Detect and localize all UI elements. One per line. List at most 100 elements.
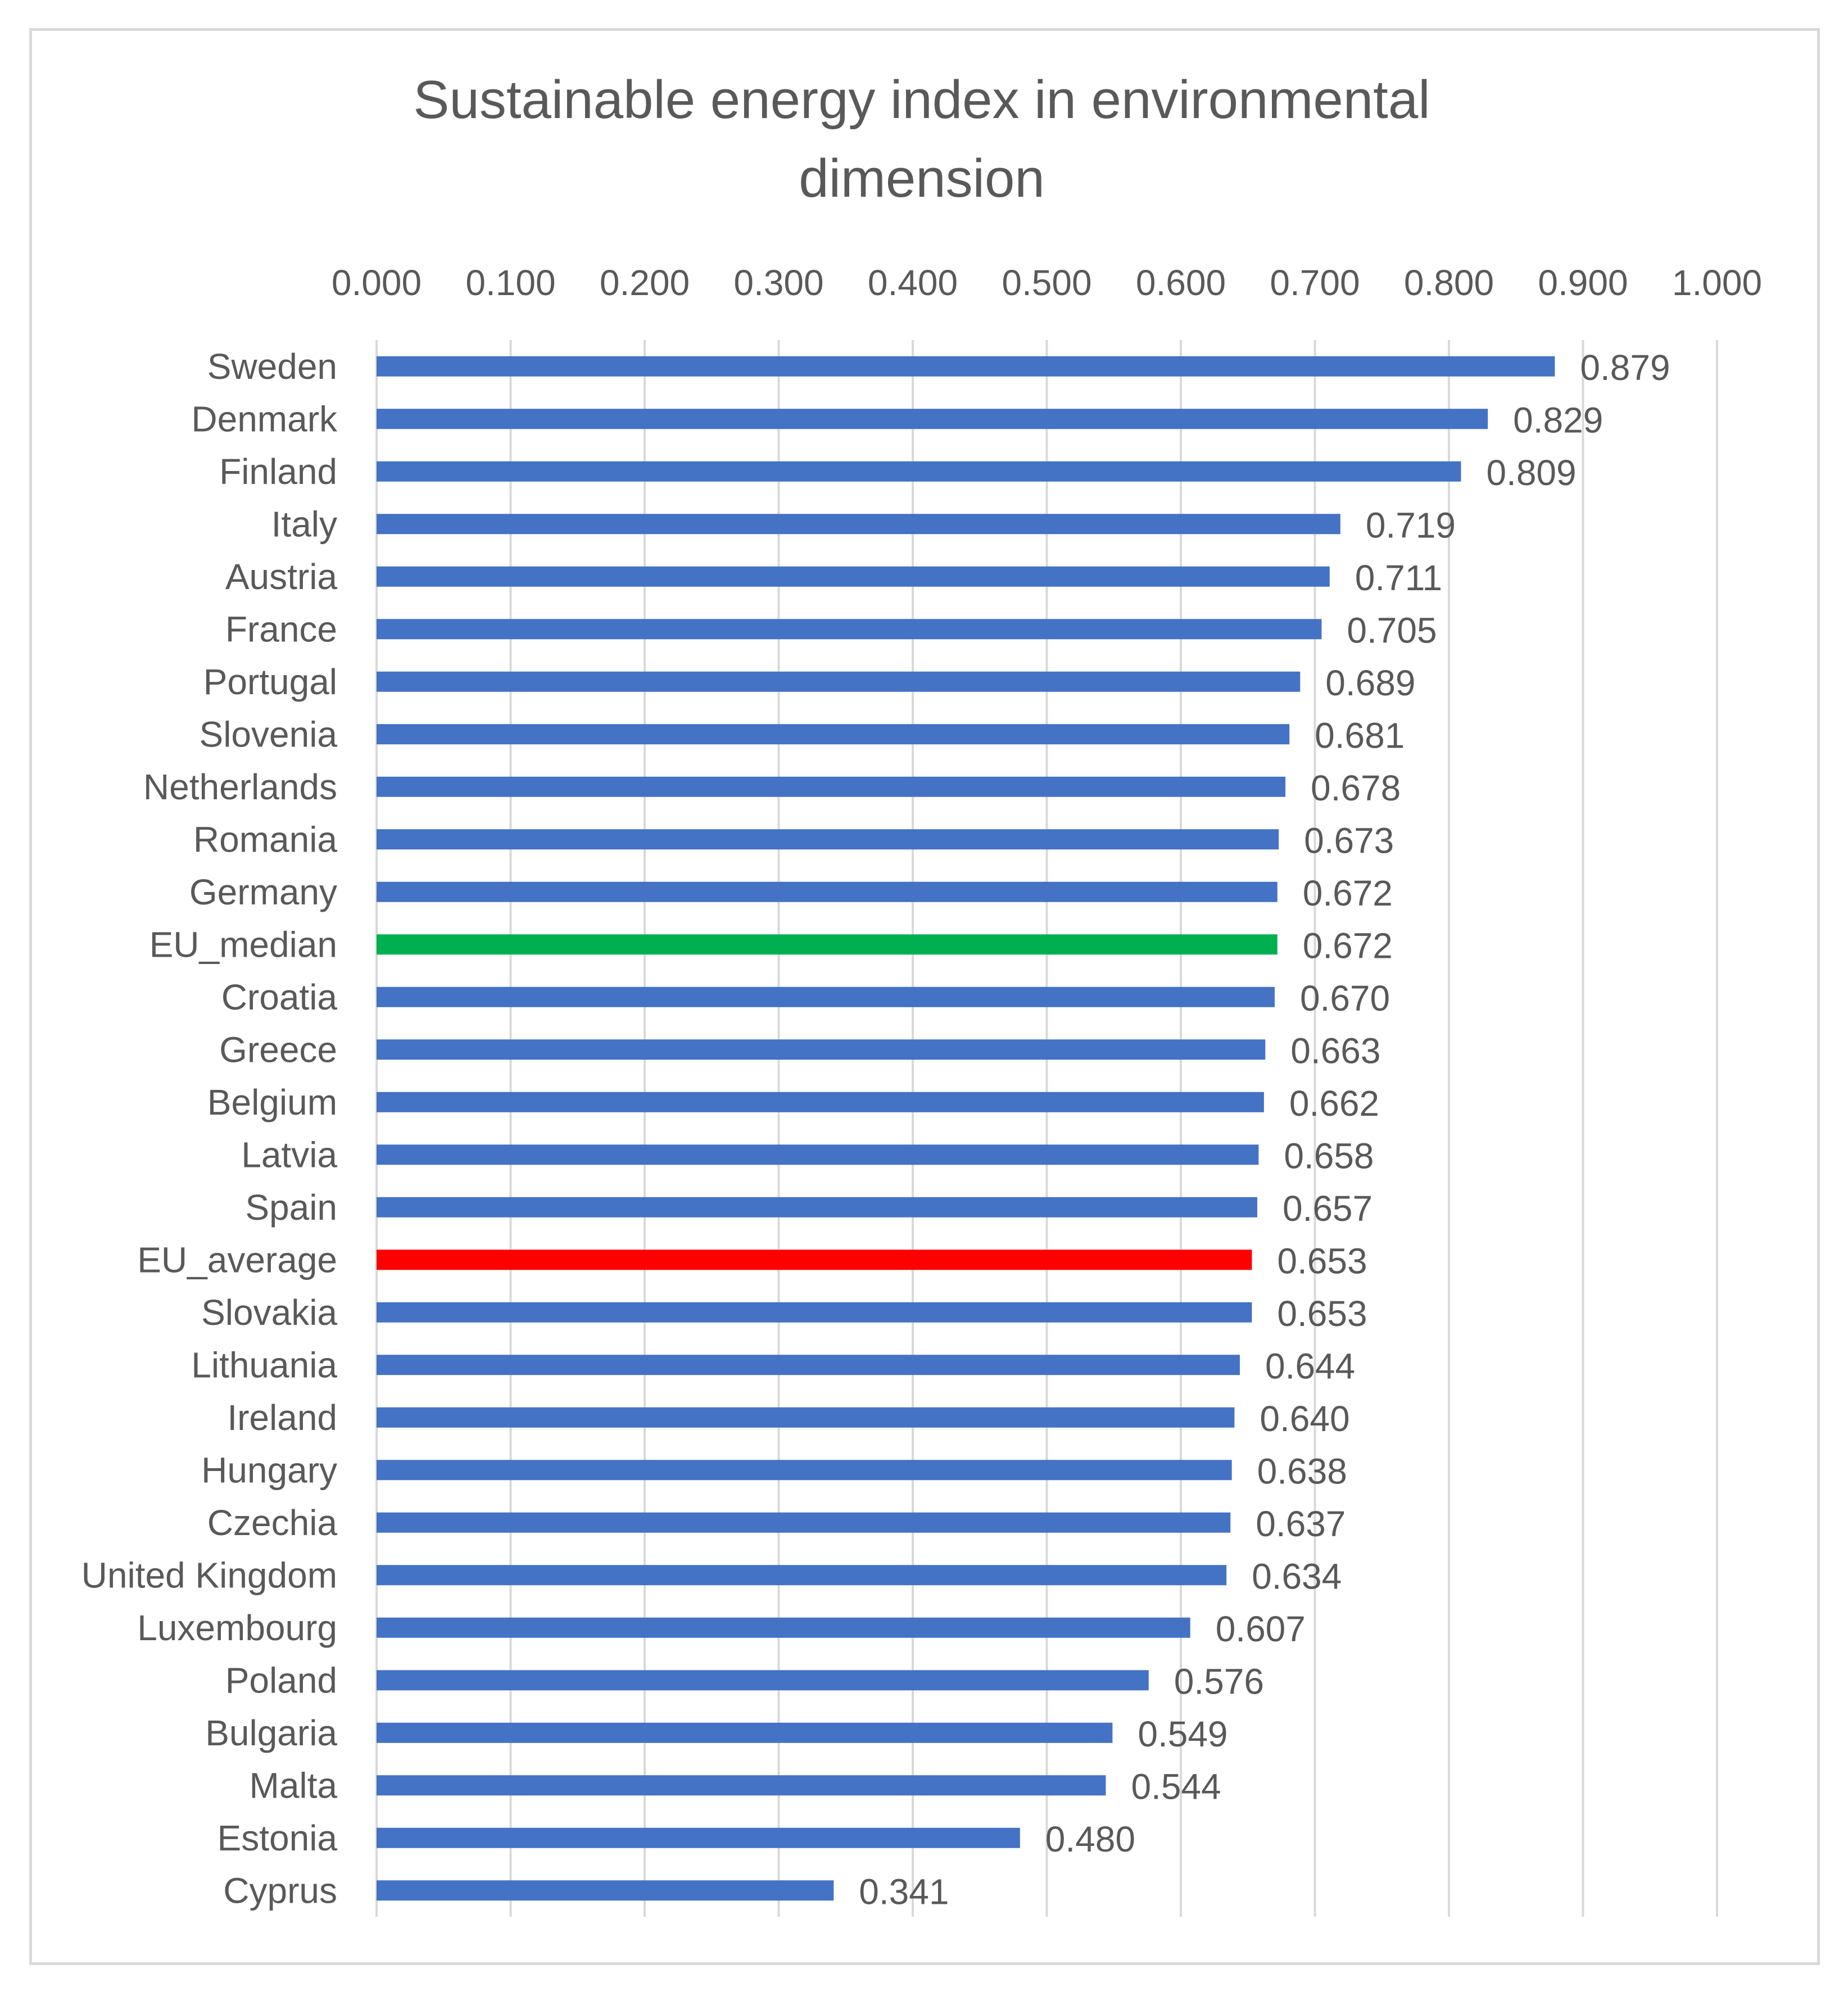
x-tick-label: 0.700 [1270, 262, 1360, 303]
data-label: 0.634 [1252, 1556, 1342, 1596]
data-label: 0.653 [1277, 1241, 1367, 1281]
bar-slovakia [377, 1302, 1252, 1323]
bar-united-kingdom [377, 1565, 1227, 1586]
bar-ireland [377, 1407, 1235, 1428]
category-label: Slovenia [200, 714, 338, 754]
category-label: Germany [189, 872, 337, 912]
bar-netherlands [377, 776, 1286, 797]
x-tick-label: 0.500 [1002, 262, 1091, 303]
bar-sweden [377, 356, 1555, 377]
category-label: Lithuania [191, 1345, 337, 1385]
bar-cyprus [377, 1880, 834, 1901]
bar-slovenia [377, 724, 1290, 745]
bar-bulgaria [377, 1722, 1113, 1743]
data-label: 0.657 [1283, 1188, 1373, 1229]
data-label: 0.673 [1304, 820, 1394, 861]
category-label: Portugal [203, 662, 337, 702]
category-label: Greece [219, 1029, 337, 1070]
data-label: 0.544 [1131, 1766, 1221, 1807]
bar-estonia [377, 1827, 1020, 1848]
data-label: 0.658 [1284, 1135, 1374, 1176]
category-label: Spain [245, 1187, 337, 1228]
bar-austria [377, 566, 1330, 587]
bar-belgium [377, 1092, 1264, 1112]
bar-spain [377, 1197, 1257, 1217]
bar-finland [377, 461, 1461, 482]
category-label: Belgium [207, 1082, 337, 1123]
category-label: France [225, 609, 337, 649]
category-label: EU_median [150, 924, 337, 965]
data-label: 0.662 [1289, 1083, 1379, 1124]
category-label: Italy [271, 504, 337, 544]
data-label: 0.672 [1303, 925, 1393, 966]
data-label: 0.678 [1311, 768, 1401, 808]
x-tick-label: 0.300 [733, 262, 823, 303]
bar-greece [377, 1039, 1266, 1060]
bar-lithuania [377, 1355, 1240, 1375]
chart-title-line-1: Sustainable energy index in environmenta… [413, 70, 1430, 130]
bar-poland [377, 1670, 1149, 1691]
bar-latvia [377, 1144, 1259, 1165]
category-label: Netherlands [143, 767, 337, 807]
data-label: 0.681 [1315, 715, 1405, 755]
category-label: Denmark [191, 399, 338, 439]
x-tick-label: 0.200 [600, 262, 690, 303]
data-label: 0.576 [1174, 1661, 1264, 1701]
category-label: Latvia [241, 1134, 337, 1175]
category-label: Austria [225, 556, 338, 597]
chart-title-line-2: dimension [799, 148, 1045, 209]
data-label: 0.719 [1366, 505, 1456, 545]
x-tick-label: 0.900 [1538, 262, 1628, 303]
category-label: Czechia [207, 1502, 338, 1543]
category-label: Slovakia [201, 1292, 337, 1333]
category-label: Sweden [207, 346, 337, 387]
bar-croatia [377, 986, 1275, 1007]
bar-portugal [377, 671, 1301, 692]
category-label: Croatia [221, 977, 338, 1017]
category-label: Malta [250, 1765, 338, 1805]
x-tick-label: 0.600 [1136, 262, 1226, 303]
category-label: Bulgaria [205, 1713, 337, 1753]
bar-germany [377, 881, 1278, 902]
category-label: EU_average [137, 1239, 337, 1280]
bar-denmark [377, 409, 1488, 429]
bar-france [377, 619, 1322, 640]
bar-luxembourg [377, 1617, 1190, 1638]
data-label: 0.879 [1580, 347, 1670, 388]
data-label: 0.809 [1486, 452, 1576, 493]
bar-romania [377, 829, 1279, 850]
x-tick-label: 0.800 [1404, 262, 1494, 303]
data-label: 0.480 [1045, 1819, 1135, 1859]
category-label: Luxembourg [137, 1608, 337, 1648]
category-label: Finland [219, 451, 337, 492]
category-label: Romania [193, 819, 338, 859]
x-tick-label: 1.000 [1672, 262, 1762, 303]
bar-eu-median [377, 934, 1278, 955]
x-tick-label: 0.000 [332, 262, 422, 303]
bar-hungary [377, 1460, 1232, 1481]
data-label: 0.341 [859, 1871, 949, 1912]
x-tick-label: 0.400 [868, 262, 958, 303]
data-label: 0.653 [1277, 1293, 1367, 1334]
data-label: 0.670 [1300, 978, 1390, 1019]
data-label: 0.640 [1260, 1398, 1349, 1439]
x-tick-label: 0.100 [465, 262, 555, 303]
data-label: 0.829 [1513, 400, 1603, 440]
data-label: 0.549 [1138, 1714, 1228, 1754]
category-label: Estonia [218, 1818, 338, 1858]
category-label: Ireland [227, 1397, 337, 1438]
bar-malta [377, 1775, 1106, 1796]
data-label: 0.711 [1355, 558, 1442, 598]
bar-italy [377, 514, 1340, 535]
data-label: 0.638 [1257, 1451, 1347, 1491]
data-label: 0.663 [1290, 1030, 1380, 1071]
category-label: Poland [225, 1660, 337, 1700]
data-label: 0.689 [1325, 663, 1415, 703]
category-label: Hungary [201, 1450, 337, 1490]
category-label: United Kingdom [81, 1555, 337, 1595]
data-label: 0.672 [1303, 873, 1393, 913]
category-label: Cyprus [223, 1870, 337, 1911]
data-label: 0.607 [1216, 1609, 1306, 1649]
data-label: 0.637 [1256, 1504, 1346, 1544]
